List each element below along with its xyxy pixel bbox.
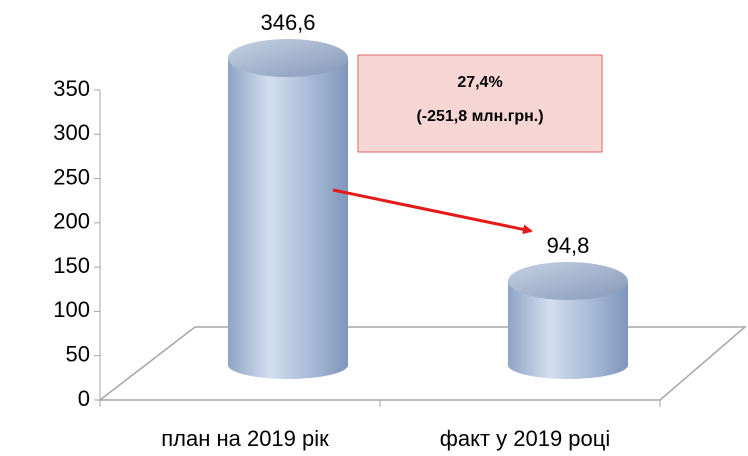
- bar-body: [508, 281, 628, 379]
- value-label: 346,6: [260, 10, 315, 35]
- y-tick-label: 100: [53, 297, 90, 322]
- arrow: [332, 188, 533, 235]
- annotation-box: [357, 54, 603, 153]
- bar-body: [228, 58, 348, 380]
- x-tick-label: план на 2019 рік: [161, 426, 329, 451]
- y-tick-label: 300: [53, 120, 90, 145]
- value-label: 94,8: [547, 233, 590, 258]
- y-tick-label: 0: [78, 386, 90, 411]
- bar: [228, 39, 348, 380]
- y-tick-label: 150: [53, 253, 90, 278]
- y-tick-label: 250: [53, 164, 90, 189]
- y-tick-label: 350: [53, 76, 90, 101]
- y-tick-label: 200: [53, 209, 90, 234]
- bar: [508, 262, 628, 379]
- bar-top: [228, 39, 348, 78]
- annotation: 27,4%: [457, 74, 502, 91]
- y-tick-label: 50: [66, 342, 90, 367]
- floor: [97, 326, 748, 401]
- bar-top: [508, 262, 628, 301]
- x-tick-label: факт у 2019 році: [440, 426, 611, 451]
- annotation: (-251,8 млн.грн.): [416, 108, 543, 125]
